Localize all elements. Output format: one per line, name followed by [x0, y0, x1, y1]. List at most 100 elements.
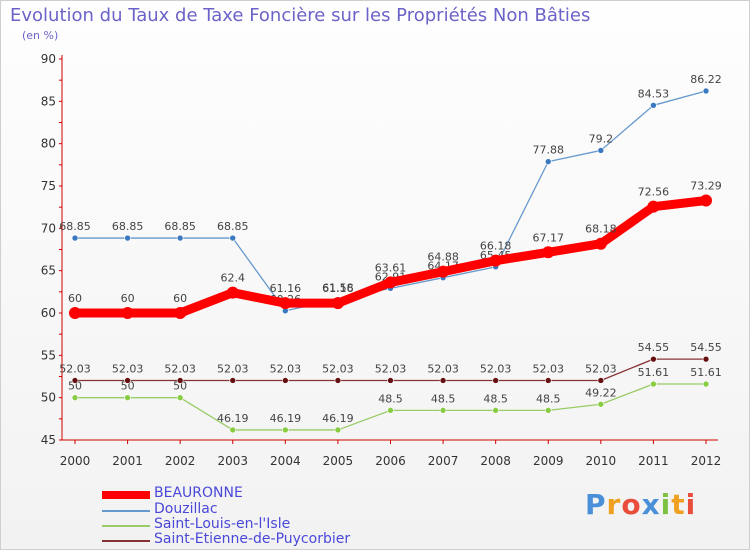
data-point-saint-louis-en-l-isle [124, 394, 131, 401]
data-point-saint-louis-en-l-isle [492, 407, 499, 414]
legend-label-beauronne: BEAURONNE [154, 485, 243, 501]
data-label-saint-etienne-de-puycorbier: 52.03 [427, 362, 459, 375]
data-label-beauronne: 66.18 [480, 240, 512, 253]
data-point-beauronne [69, 307, 81, 319]
data-point-saint-louis-en-l-isle [282, 426, 289, 434]
data-point-saint-etienne-de-puycorbier [334, 377, 342, 384]
data-point-saint-etienne-de-puycorbier [597, 377, 605, 384]
legend-label-saint-louis: Saint-Louis-en-l'Isle [154, 516, 291, 532]
y-tick-label: 70 [41, 221, 56, 235]
data-label-beauronne: 67.17 [533, 231, 565, 244]
data-point-saint-etienne-de-puycorbier [544, 377, 552, 384]
data-point-douzillac [229, 234, 237, 242]
data-point-beauronne [174, 307, 187, 319]
data-label-saint-etienne-de-puycorbier: 52.03 [217, 362, 249, 375]
y-tick-label: 75 [41, 179, 56, 193]
data-point-saint-etienne-de-puycorbier [71, 377, 79, 384]
data-point-saint-etienne-de-puycorbier [282, 377, 289, 384]
data-point-beauronne [594, 237, 607, 250]
data-point-douzillac [597, 147, 605, 154]
data-label-saint-louis-en-l-isle: 46.19 [322, 412, 354, 425]
data-point-douzillac [650, 102, 657, 109]
data-point-beauronne [437, 265, 450, 278]
data-label-douzillac: 68.85 [164, 220, 196, 233]
data-label-saint-louis-en-l-isle: 46.19 [217, 412, 249, 425]
y-tick-label: 50 [41, 391, 56, 405]
data-point-saint-louis-en-l-isle [544, 407, 552, 414]
series-line-beauronne [70, 195, 711, 318]
data-label-beauronne: 61.16 [322, 282, 354, 295]
x-tick-label: 2001 [112, 454, 143, 468]
data-label-saint-etienne-de-puycorbier: 54.55 [638, 341, 670, 354]
data-label-beauronne: 63.61 [375, 261, 407, 274]
data-label-saint-etienne-de-puycorbier: 52.03 [533, 362, 565, 375]
x-tick-label: 2008 [480, 454, 511, 468]
data-point-beauronne [700, 194, 712, 207]
data-label-saint-louis-en-l-isle: 50 [68, 380, 82, 393]
data-point-beauronne [279, 297, 292, 310]
data-point-douzillac [71, 234, 79, 242]
x-tick-label: 2007 [428, 454, 459, 468]
data-point-douzillac [702, 87, 710, 95]
data-point-saint-louis-en-l-isle [229, 426, 237, 434]
data-label-saint-etienne-de-puycorbier: 52.03 [480, 362, 512, 375]
data-label-saint-etienne-de-puycorbier: 54.55 [690, 341, 722, 354]
y-tick-label: 85 [41, 94, 56, 108]
y-tick-label: 45 [41, 433, 56, 447]
data-point-saint-etienne-de-puycorbier [702, 355, 710, 363]
data-label-saint-louis-en-l-isle: 51.61 [638, 366, 670, 379]
data-label-saint-louis-en-l-isle: 50 [121, 380, 135, 393]
data-label-saint-etienne-de-puycorbier: 52.03 [270, 362, 302, 375]
legend-swatch-saint-etienne [102, 540, 150, 542]
data-label-beauronne: 68.18 [585, 223, 617, 236]
data-point-beauronne [331, 297, 344, 310]
data-label-saint-etienne-de-puycorbier: 52.03 [585, 362, 617, 375]
y-axis-unit-label: (en %) [22, 29, 59, 42]
data-point-saint-louis-en-l-isle [650, 380, 657, 388]
data-label-saint-etienne-de-puycorbier: 52.03 [322, 362, 354, 375]
data-label-saint-louis-en-l-isle: 48.5 [378, 392, 403, 405]
y-tick-label: 60 [41, 306, 56, 320]
data-point-saint-louis-en-l-isle [702, 380, 710, 388]
data-label-douzillac: 86.22 [690, 73, 722, 86]
data-point-beauronne [542, 246, 555, 259]
data-point-beauronne [226, 286, 239, 299]
x-tick-label: 2003 [217, 454, 248, 468]
data-label-saint-louis-en-l-isle: 50 [173, 380, 187, 393]
data-label-beauronne: 60 [173, 292, 187, 305]
data-label-douzillac: 68.85 [217, 220, 249, 233]
x-tick-label: 2005 [323, 454, 354, 468]
data-point-saint-etienne-de-puycorbier [650, 355, 657, 363]
data-label-saint-etienne-de-puycorbier: 52.03 [375, 362, 407, 375]
x-tick-label: 2010 [586, 454, 617, 468]
chart-title: Evolution du Taux de Taxe Foncière sur l… [10, 5, 591, 26]
data-label-douzillac: 79.2 [589, 132, 614, 145]
legend-label-saint-etienne: Saint-Etienne-de-Puycorbier [154, 531, 351, 547]
y-tick-label: 65 [41, 264, 56, 278]
proxiti-logo: Proxiti [585, 488, 697, 521]
data-point-beauronne [489, 254, 502, 267]
x-tick-label: 2006 [375, 454, 406, 468]
x-tick-label: 2011 [638, 454, 669, 468]
data-label-saint-etienne-de-puycorbier: 52.03 [112, 362, 144, 375]
data-point-douzillac [176, 234, 184, 242]
legend-swatch-beauronne [102, 491, 150, 499]
legend-label-douzillac: Douzillac [154, 501, 218, 517]
data-point-saint-etienne-de-puycorbier [124, 377, 131, 384]
data-label-douzillac: 68.85 [112, 220, 144, 233]
data-label-beauronne: 62.4 [221, 272, 246, 285]
data-point-saint-louis-en-l-isle [597, 400, 605, 408]
data-point-saint-etienne-de-puycorbier [439, 377, 447, 384]
data-label-beauronne: 72.56 [638, 186, 670, 199]
y-tick-label: 55 [41, 348, 56, 362]
data-point-saint-etienne-de-puycorbier [229, 377, 237, 384]
data-point-beauronne [121, 307, 134, 319]
data-label-saint-louis-en-l-isle: 48.5 [431, 392, 456, 405]
data-point-saint-louis-en-l-isle [334, 426, 342, 434]
x-tick-label: 2002 [165, 454, 196, 468]
data-label-saint-louis-en-l-isle: 46.19 [270, 412, 302, 425]
data-label-douzillac: 68.85 [59, 220, 91, 233]
data-label-douzillac: 61.58 [322, 282, 354, 295]
